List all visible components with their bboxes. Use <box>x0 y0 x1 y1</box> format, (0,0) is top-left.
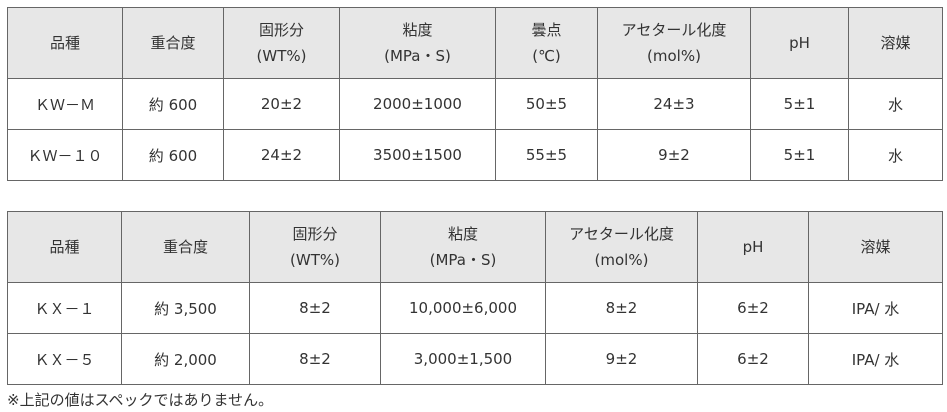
header-row: 品種 重合度 固形分 (WT%) 粘度 (MPa・S) 曇点 (℃) アセタール化度 (mol%)… <box>7 7 943 79</box>
header-cell: pH <box>697 211 809 283</box>
data-row: ＫＸ－１ 約 3,500 8±2 10,000±6,000 8±2 6±2 IPA/ 水 <box>7 282 943 334</box>
data-cell: 5±1 <box>750 78 849 130</box>
data-cell: 8±2 <box>249 282 381 334</box>
data-cell: 5±1 <box>750 129 849 181</box>
header-text: (MPa・S) <box>429 251 497 269</box>
data-cell: 50±5 <box>495 78 598 130</box>
header-text: 重合度 <box>162 238 208 256</box>
header-cell: 固形分 (WT%) <box>223 7 340 79</box>
data-cell: ＫＷ－Ｍ <box>7 78 123 130</box>
data-cell: 約 3,500 <box>121 282 250 334</box>
data-cell: 24±2 <box>223 129 340 181</box>
header-text: 固形分 <box>292 225 338 243</box>
header-text: (WT%) <box>256 47 307 65</box>
spec-table: 品種 重合度 固形分 (WT%) 粘度 (MPa・S) アセタール化度 (mol%) pH 溶媒 Ｋ… <box>7 211 943 385</box>
header-cell: 品種 <box>7 7 123 79</box>
data-cell: 24±3 <box>597 78 751 130</box>
data-cell: 8±2 <box>249 333 381 385</box>
header-text: 粘度 <box>447 225 478 243</box>
data-cell: IPA/ 水 <box>808 333 943 385</box>
footnote: ※上記の値はスペックではありません。 <box>7 391 274 409</box>
data-row: ＫＷ－１０ 約 600 24±2 3500±1500 55±5 9±2 5±1 水 <box>7 129 943 181</box>
data-cell: 6±2 <box>697 333 809 385</box>
header-row: 品種 重合度 固形分 (WT%) 粘度 (MPa・S) アセタール化度 (mol%) pH 溶媒 <box>7 211 943 283</box>
data-cell: 3,000±1,500 <box>380 333 546 385</box>
header-text: 溶媒 <box>880 34 911 52</box>
data-cell: 9±2 <box>545 333 698 385</box>
header-cell: 品種 <box>7 211 122 283</box>
data-cell: 水 <box>848 78 943 130</box>
data-cell: ＫＸ－１ <box>7 282 122 334</box>
header-cell: 粘度 (MPa・S) <box>339 7 496 79</box>
header-text: アセタール化度 <box>621 21 727 39</box>
header-cell: 曇点 (℃) <box>495 7 598 79</box>
header-text: (MPa・S) <box>384 47 451 65</box>
data-cell: ＫＸ－５ <box>7 333 122 385</box>
data-cell: 55±5 <box>495 129 598 181</box>
data-cell: 10,000±6,000 <box>380 282 546 334</box>
header-cell: 重合度 <box>121 211 250 283</box>
header-text: アセタール化度 <box>569 225 674 243</box>
data-cell: 20±2 <box>223 78 340 130</box>
header-text: 品種 <box>49 34 80 52</box>
data-cell: 2000±1000 <box>339 78 496 130</box>
spec-table: 品種 重合度 固形分 (WT%) 粘度 (MPa・S) 曇点 (℃) アセタール化度 (mol%)… <box>7 7 943 181</box>
data-cell: 水 <box>848 129 943 181</box>
data-row: ＫＸ－５ 約 2,000 8±2 3,000±1,500 9±2 6±2 IPA/ 水 <box>7 333 943 385</box>
header-cell: アセタール化度 (mol%) <box>597 7 751 79</box>
data-cell: 9±2 <box>597 129 751 181</box>
header-cell: pH <box>750 7 849 79</box>
data-cell: ＫＷ－１０ <box>7 129 123 181</box>
header-text: (WT%) <box>290 251 340 269</box>
header-text: (mol%) <box>647 47 701 65</box>
header-text: 重合度 <box>150 34 196 52</box>
data-row: ＫＷ－Ｍ 約 600 20±2 2000±1000 50±5 24±3 5±1 水 <box>7 78 943 130</box>
data-cell: 3500±1500 <box>339 129 496 181</box>
header-text: 曇点 <box>531 21 562 39</box>
data-cell: 約 600 <box>122 129 224 181</box>
header-text: (mol%) <box>594 251 649 269</box>
header-text: 溶媒 <box>860 238 891 256</box>
header-text: pH <box>742 238 764 256</box>
data-cell: 約 2,000 <box>121 333 250 385</box>
header-cell: 溶媒 <box>808 211 943 283</box>
header-cell: 固形分 (WT%) <box>249 211 381 283</box>
header-cell: アセタール化度 (mol%) <box>545 211 698 283</box>
header-cell: 溶媒 <box>848 7 943 79</box>
data-cell: 約 600 <box>122 78 224 130</box>
header-text: 粘度 <box>402 21 433 39</box>
header-text: (℃) <box>532 47 561 65</box>
data-cell: 8±2 <box>545 282 698 334</box>
data-cell: 6±2 <box>697 282 809 334</box>
header-text: 固形分 <box>258 21 304 39</box>
header-cell: 重合度 <box>122 7 224 79</box>
data-cell: IPA/ 水 <box>808 282 943 334</box>
header-cell: 粘度 (MPa・S) <box>380 211 546 283</box>
header-text: pH <box>789 34 810 52</box>
header-text: 品種 <box>49 238 80 256</box>
